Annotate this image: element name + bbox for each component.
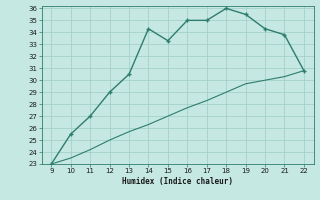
X-axis label: Humidex (Indice chaleur): Humidex (Indice chaleur) xyxy=(122,177,233,186)
